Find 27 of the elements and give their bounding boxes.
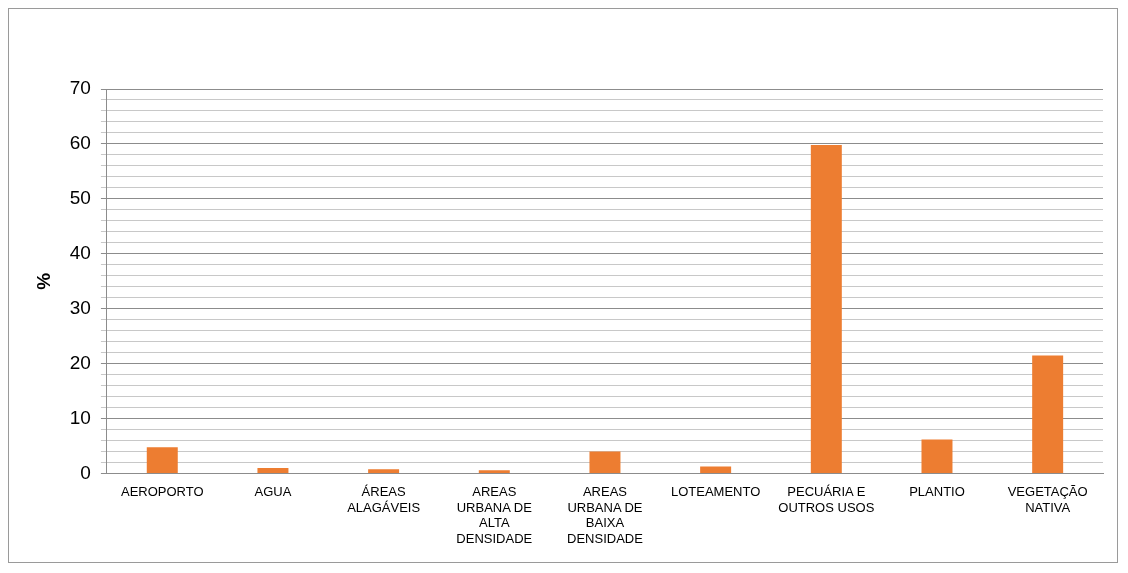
bar xyxy=(478,470,510,474)
bar xyxy=(921,439,953,474)
x-tick-label: ÁREAS ALAGÁVEIS xyxy=(347,483,421,515)
x-tick-label: AREAS URBANA DE BAIXA DENSIDADE xyxy=(567,483,644,546)
bar xyxy=(589,451,621,474)
y-tick-label: 40 xyxy=(69,242,91,264)
x-tick-label: AEROPORTO xyxy=(120,483,204,499)
y-tick-label: 10 xyxy=(69,406,91,428)
x-tick-label: LOTEAMENTO xyxy=(670,483,761,499)
y-tick-label: 0 xyxy=(80,461,91,483)
x-tick-label: AGUA xyxy=(254,483,292,499)
bar xyxy=(146,447,178,474)
bar xyxy=(700,466,732,474)
x-tick-label: VEGETAÇÃO NATIVA xyxy=(1007,483,1088,515)
bar xyxy=(257,468,289,474)
bar xyxy=(368,469,400,474)
y-axis-title: % xyxy=(32,272,54,290)
bar xyxy=(1032,355,1064,474)
y-tick-label: 60 xyxy=(69,132,91,154)
x-tick-label: PLANTIO xyxy=(909,483,965,499)
y-tick-label: 70 xyxy=(69,77,91,99)
x-tick-label: PECUÁRIA E OUTROS USOS xyxy=(778,483,875,515)
bar xyxy=(810,145,842,474)
y-tick-label: 30 xyxy=(69,297,91,319)
x-tick-label: AREAS URBANA DE ALTA DENSIDADE xyxy=(456,483,533,546)
y-tick-label: 20 xyxy=(69,351,91,373)
y-tick-label: 50 xyxy=(69,187,91,209)
